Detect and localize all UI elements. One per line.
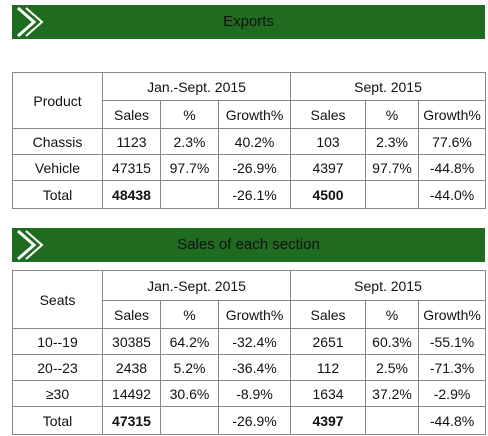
cell: -26.1% <box>217 180 292 209</box>
column-header: Sales <box>290 300 367 329</box>
row-label: 20--23 <box>12 354 103 381</box>
banner-title: Exports <box>223 13 274 30</box>
column-header: % <box>365 300 420 329</box>
cell: 2651 <box>290 328 367 355</box>
cell: 14492 <box>102 380 161 407</box>
cell: 97.7% <box>160 154 219 181</box>
row-label: Total <box>12 406 103 435</box>
column-header: % <box>160 300 219 329</box>
cell: -26.9% <box>217 406 292 435</box>
cell: -36.4% <box>217 354 292 381</box>
banner: Sales of each section <box>12 228 485 262</box>
banner-shape <box>12 5 485 39</box>
column-header: Sales <box>102 300 161 329</box>
column-header: % <box>365 100 420 129</box>
column-header: % <box>160 100 219 129</box>
cell: 4500 <box>290 180 367 209</box>
cell: 103 <box>290 128 367 155</box>
cell: 4397 <box>290 154 367 181</box>
cell: 47315 <box>102 154 161 181</box>
cell: 47315 <box>102 406 161 435</box>
cell: -44.0% <box>418 180 487 209</box>
corner-header: Seats <box>12 270 103 329</box>
column-header: Growth% <box>217 100 292 129</box>
group-header: Jan.-Sept. 2015 <box>101 72 292 101</box>
group-header: Jan.-Sept. 2015 <box>101 270 292 301</box>
cell: 48438 <box>102 180 161 209</box>
cell: -71.3% <box>418 354 487 381</box>
row-label: ≥30 <box>12 380 103 407</box>
cell <box>160 406 219 435</box>
cell <box>365 180 420 209</box>
banner-shape <box>12 228 485 262</box>
row-label: Total <box>12 180 103 209</box>
column-header: Growth% <box>418 300 487 329</box>
cell: 30.6% <box>160 380 219 407</box>
cell: 60.3% <box>365 328 420 355</box>
cell: 97.7% <box>365 154 420 181</box>
cell <box>160 180 219 209</box>
cell: 2438 <box>102 354 161 381</box>
cell: 40.2% <box>217 128 292 155</box>
cell: -8.9% <box>217 380 292 407</box>
cell <box>365 406 420 435</box>
cell: 1634 <box>290 380 367 407</box>
cell: -55.1% <box>418 328 487 355</box>
row-label: Chassis <box>12 128 103 155</box>
cell: -44.8% <box>418 154 487 181</box>
cell: -2.9% <box>418 380 487 407</box>
cell: 2.5% <box>365 354 420 381</box>
cell: 37.2% <box>365 380 420 407</box>
cell: 77.6% <box>418 128 487 155</box>
cell: 4397 <box>290 406 367 435</box>
cell: 2.3% <box>365 128 420 155</box>
cell: 64.2% <box>160 328 219 355</box>
sections-table: Seats Jan.-Sept. 2015 Sept. 2015 Sales% Grow… <box>12 270 487 435</box>
cell: 112 <box>290 354 367 381</box>
corner-header: Product <box>12 72 103 129</box>
row-label: Vehicle <box>12 154 103 181</box>
cell: 5.2% <box>160 354 219 381</box>
banner: Exports <box>12 5 485 39</box>
banner-title: Sales of each section <box>177 236 320 253</box>
cell: 30385 <box>102 328 161 355</box>
column-header: Sales <box>290 100 367 129</box>
column-header: Growth% <box>418 100 487 129</box>
group-header: Sept. 2015 <box>290 270 487 301</box>
row-label: 10--19 <box>12 328 103 355</box>
cell: 2.3% <box>160 128 219 155</box>
cell: 1123 <box>102 128 161 155</box>
column-header: Growth% <box>217 300 292 329</box>
cell: -32.4% <box>217 328 292 355</box>
cell: -44.8% <box>418 406 487 435</box>
group-header: Sept. 2015 <box>290 72 487 101</box>
exports-table: Product Jan.-Sept. 2015 Sept. 2015 Sales% Gr… <box>12 72 487 209</box>
column-header: Sales <box>102 100 161 129</box>
cell: -26.9% <box>217 154 292 181</box>
